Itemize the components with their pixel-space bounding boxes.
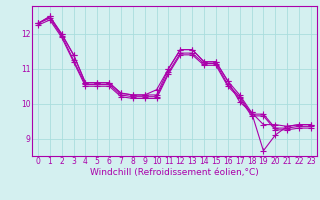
X-axis label: Windchill (Refroidissement éolien,°C): Windchill (Refroidissement éolien,°C) <box>90 168 259 177</box>
